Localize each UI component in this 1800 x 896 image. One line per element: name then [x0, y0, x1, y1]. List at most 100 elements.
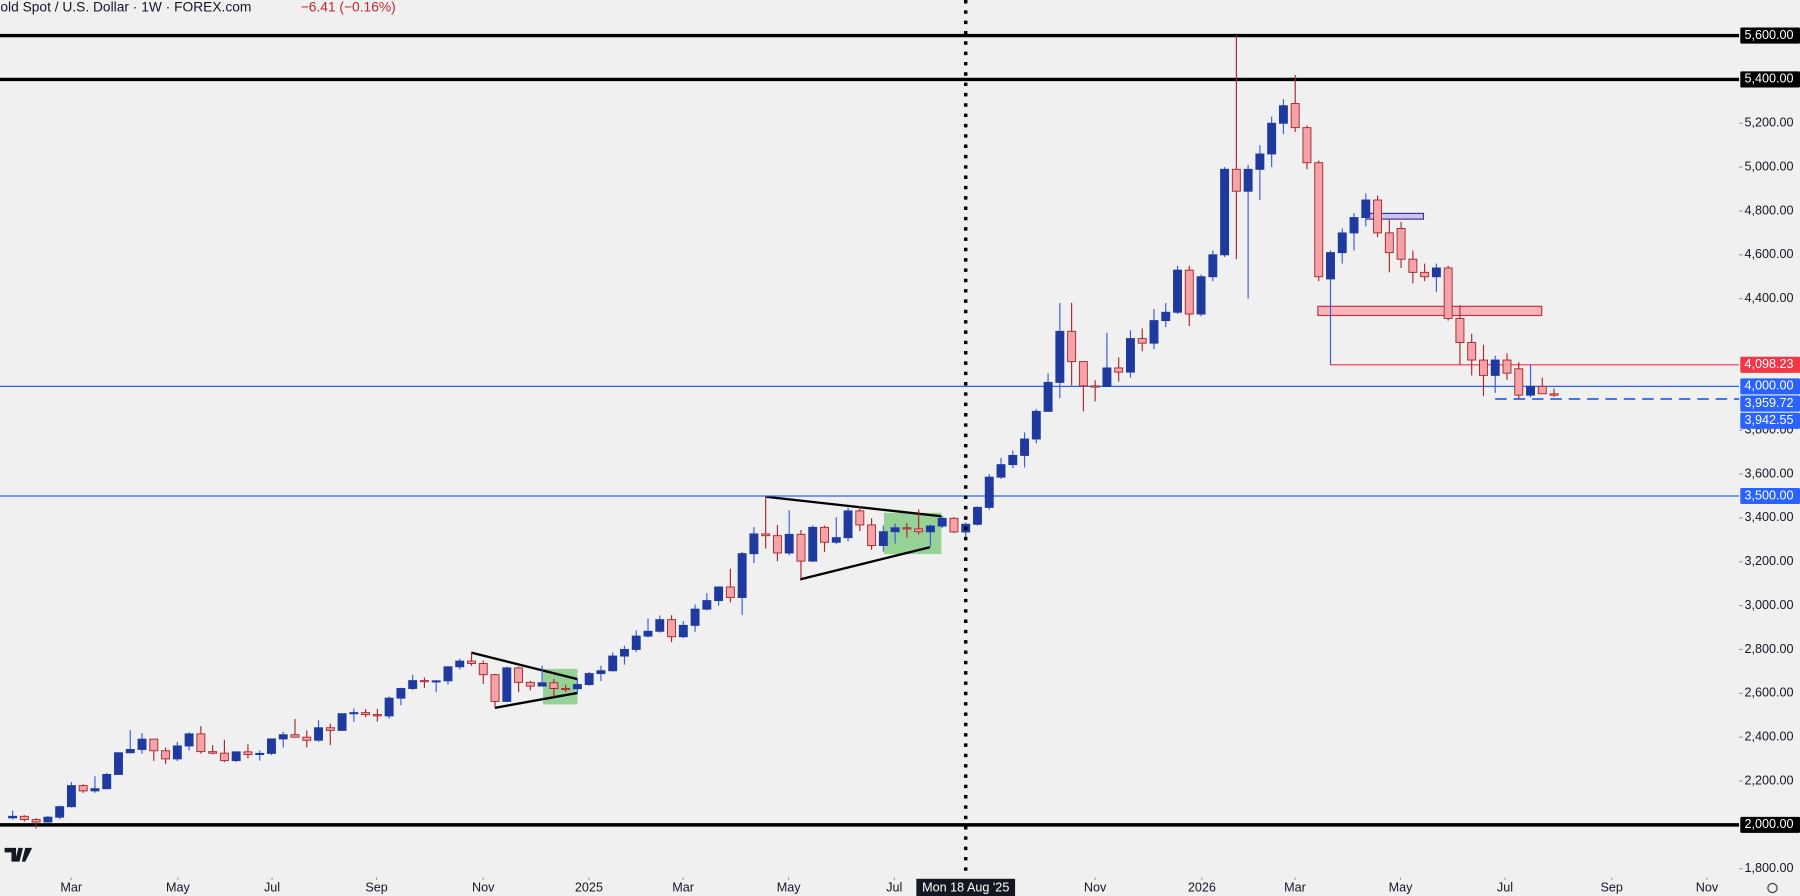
candle-body: [984, 476, 994, 508]
candle-body: [1396, 228, 1406, 260]
candle-body: [172, 745, 182, 760]
candle-body: [608, 655, 618, 672]
candle-body: [973, 506, 982, 525]
x-tick-label: Mar: [60, 880, 82, 894]
highlight-box: [883, 512, 942, 555]
candle-body: [808, 526, 818, 562]
y-tick-label: 4,600.00: [1744, 247, 1793, 261]
candle-body: [137, 738, 147, 750]
candle-body: [231, 751, 241, 762]
candle-body: [1278, 105, 1288, 124]
candle-body: [1173, 269, 1182, 313]
candle-body: [749, 533, 759, 555]
candle-body: [1420, 271, 1430, 278]
y-tick-label: 2,400.00: [1744, 729, 1793, 743]
x-tick-label: May: [777, 880, 802, 894]
candle-body: [925, 525, 935, 533]
price-label: 4,000.00: [1740, 378, 1800, 395]
candle-body: [1020, 438, 1030, 456]
candle-body: [796, 533, 806, 562]
candle-body: [384, 697, 394, 717]
price-label-bg: [1740, 71, 1800, 88]
candle-body: [1314, 162, 1324, 278]
candle-body: [1290, 103, 1300, 129]
y-tick-label: 2,600.00: [1744, 686, 1793, 700]
trend-line: [765, 495, 942, 518]
drawings: [0, 33, 1740, 827]
candle-body: [478, 663, 488, 676]
candle-body: [820, 526, 829, 543]
candle-body: [890, 527, 900, 533]
candle-body: [620, 649, 629, 657]
price-label-text: 2,000.00: [1744, 817, 1793, 831]
candle-body: [1255, 153, 1265, 170]
candle-body: [1114, 367, 1124, 373]
candle-body: [855, 510, 865, 526]
x-tick-label: May: [1389, 880, 1414, 894]
price-label: 3,942.55: [1740, 412, 1800, 429]
candle-body: [1455, 317, 1465, 343]
price-label-text: 4,000.00: [1744, 379, 1793, 393]
y-tick-label: 3,400.00: [1744, 510, 1793, 524]
crosshair-label-bg: [916, 878, 1016, 896]
candle-body: [1161, 311, 1171, 322]
candle-body: [1102, 367, 1112, 387]
zone-box: [1317, 305, 1543, 317]
candle-body: [490, 674, 500, 702]
candle-body: [584, 673, 594, 686]
candle-body: [208, 751, 218, 754]
candle-body: [125, 748, 135, 754]
candle-body: [149, 738, 159, 752]
candle-body: [1349, 217, 1359, 234]
y-tick-label: 5,000.00: [1744, 159, 1793, 173]
candle-body: [996, 464, 1006, 478]
price-axis: [1739, 0, 1800, 896]
price-change: −6.41 (−0.16%): [301, 0, 396, 15]
x-tick-label: Nov: [472, 880, 495, 894]
candle-body: [572, 684, 582, 690]
candle-body: [1549, 393, 1559, 396]
candle-body: [1137, 338, 1147, 344]
candle-body: [1361, 199, 1371, 219]
candle-body: [561, 688, 571, 691]
candle-body: [549, 682, 559, 689]
candle-body: [1043, 381, 1053, 412]
candle-body: [455, 660, 465, 668]
x-tick-label: Mar: [1284, 880, 1306, 894]
candle-body: [655, 619, 665, 632]
candle-body: [761, 533, 771, 537]
candle-body: [196, 733, 206, 753]
settings-icon[interactable]: [1767, 882, 1778, 894]
candle-body: [714, 586, 724, 602]
candle-body: [1373, 199, 1383, 234]
candle-body: [596, 670, 606, 675]
price-label-text: 3,942.55: [1744, 413, 1793, 427]
price-label-bg: [1740, 816, 1800, 833]
x-tick-label: Sep: [1600, 880, 1622, 894]
candle-body: [1208, 254, 1218, 278]
candle-body: [1384, 232, 1394, 254]
candle-body: [1337, 232, 1347, 254]
trend-line: [494, 691, 578, 709]
candle-body: [255, 752, 265, 756]
candle-body: [467, 660, 476, 664]
candle-body: [831, 537, 841, 543]
candle-body: [1243, 168, 1253, 192]
trend-line: [471, 651, 578, 681]
candle-body: [66, 785, 76, 808]
candle-body: [1149, 320, 1159, 344]
candle-body: [1326, 252, 1335, 280]
candle-body: [678, 624, 688, 638]
candle-body: [337, 713, 347, 731]
candle-body: [1267, 122, 1277, 155]
candle-body: [1220, 168, 1230, 256]
candle-body: [878, 531, 888, 547]
price-label-bg: [1740, 412, 1800, 429]
price-label-bg: [1740, 487, 1800, 505]
candle-body: [1196, 276, 1206, 315]
y-tick-label: 5,200.00: [1744, 116, 1793, 130]
candle-body: [325, 727, 335, 731]
candle-body: [1008, 454, 1018, 466]
candle-body: [55, 806, 65, 818]
